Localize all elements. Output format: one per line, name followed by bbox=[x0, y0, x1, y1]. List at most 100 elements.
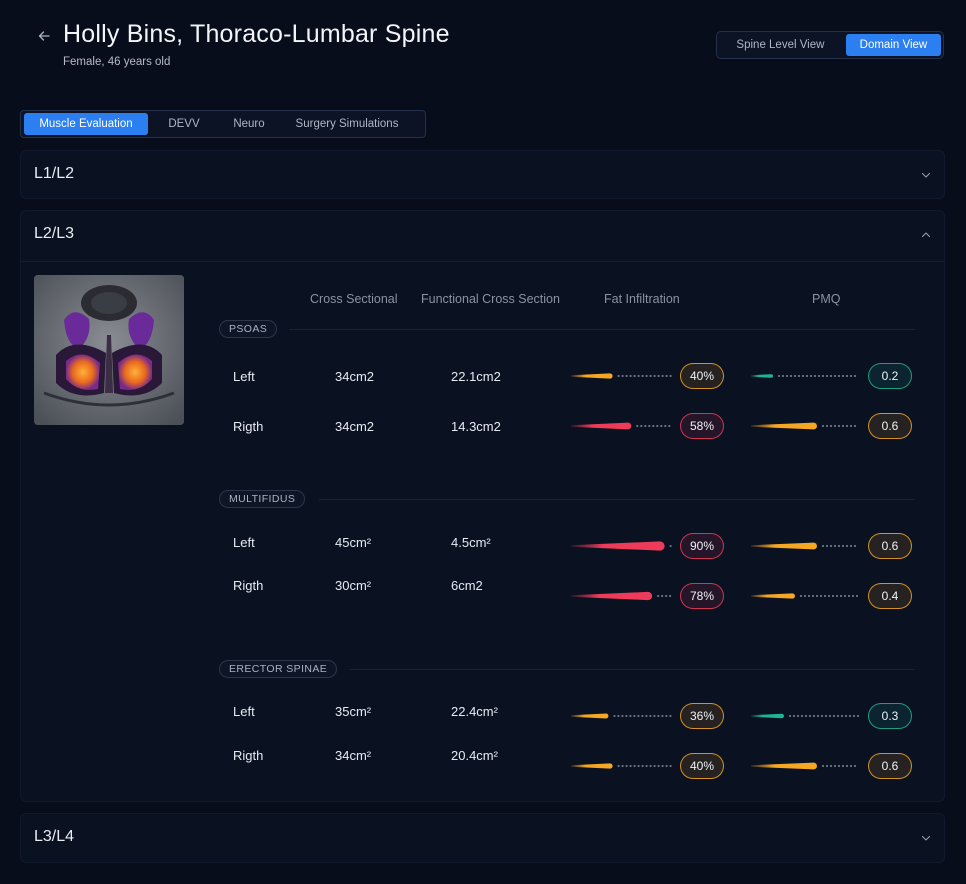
functional-cross-section-value: 14.3cm2 bbox=[451, 419, 501, 434]
bar-track-dot bbox=[665, 374, 668, 378]
level-header-l1-l2[interactable]: L1/L2 bbox=[21, 151, 944, 199]
view-toggle: Spine Level View Domain View bbox=[716, 31, 944, 59]
cross-sectional-value: 45cm² bbox=[335, 535, 372, 550]
cross-sectional-value: 35cm² bbox=[335, 704, 372, 719]
bar-track-dot bbox=[812, 714, 816, 718]
functional-cross-section-value: 22.4cm² bbox=[451, 704, 498, 719]
pmq-badge: 0.3 bbox=[868, 703, 912, 729]
bar-track-dot bbox=[653, 714, 656, 718]
bar-track-dot bbox=[625, 714, 628, 718]
bar-fill bbox=[751, 422, 817, 430]
level-label: L1/L2 bbox=[34, 165, 75, 182]
column-header-pmq: PMQ bbox=[812, 292, 841, 306]
group-label-erector-spinae: ERECTOR SPINAE bbox=[219, 660, 338, 678]
bar-fill bbox=[571, 591, 653, 601]
bar-track-dot bbox=[649, 714, 652, 718]
bar-track-dot bbox=[641, 374, 644, 378]
bar-track-dot bbox=[641, 764, 644, 768]
bar-fill bbox=[751, 542, 817, 550]
bar-track-dot bbox=[641, 714, 644, 718]
bar-track-dot bbox=[665, 594, 668, 598]
bar-track-dot bbox=[819, 594, 823, 598]
row-side-label: Rigth bbox=[233, 748, 264, 763]
bar-fill bbox=[751, 374, 773, 378]
bar-track-dot bbox=[796, 714, 800, 718]
domain-view-button[interactable]: Domain View bbox=[845, 34, 941, 56]
bar-track-dot bbox=[809, 374, 813, 378]
chevron-down-icon[interactable] bbox=[920, 832, 932, 844]
bar-track-dot bbox=[621, 764, 624, 768]
chevron-down-icon[interactable] bbox=[920, 169, 932, 181]
back-arrow-icon[interactable] bbox=[36, 28, 52, 44]
bar-track-dot bbox=[617, 714, 620, 718]
bar-fill bbox=[571, 422, 632, 430]
pmq-bar bbox=[751, 753, 861, 779]
bar-track-dot bbox=[856, 714, 860, 718]
bar-track-dot bbox=[777, 374, 781, 378]
cross-sectional-value: 34cm² bbox=[335, 748, 372, 763]
page-title: Holly Bins, Thoraco-Lumbar Spine bbox=[63, 20, 450, 48]
bar-track-dot bbox=[829, 764, 833, 768]
spine-level-view-button[interactable]: Spine Level View bbox=[736, 39, 825, 51]
bar-track-dot bbox=[669, 544, 672, 548]
bar-track-dot bbox=[664, 424, 667, 428]
bar-track-dot bbox=[821, 424, 825, 428]
pmq-bar bbox=[751, 363, 861, 389]
bar-track-dot bbox=[825, 374, 829, 378]
pmq-badge: 0.2 bbox=[868, 363, 912, 389]
bar-track-dot bbox=[841, 424, 845, 428]
level-body: Cross Sectional Functional Cross Section… bbox=[21, 261, 944, 801]
tab-muscle-evaluation[interactable]: Muscle Evaluation bbox=[24, 113, 148, 135]
bar-track-dot bbox=[845, 374, 849, 378]
bar-track-dot bbox=[813, 374, 817, 378]
tab-surgery-simulations[interactable]: Surgery Simulations bbox=[295, 118, 399, 130]
bar-track-dot bbox=[645, 714, 648, 718]
bar-track-dot bbox=[629, 714, 632, 718]
fat-infiltration-bar bbox=[571, 703, 675, 729]
pmq-badge: 0.4 bbox=[868, 583, 912, 609]
tab-devv[interactable]: DEVV bbox=[168, 118, 200, 130]
bar-track-dot bbox=[853, 764, 857, 768]
functional-cross-section-value: 4.5cm² bbox=[451, 535, 491, 550]
bar-track-dot bbox=[845, 764, 849, 768]
bar-track-dot bbox=[656, 424, 659, 428]
level-label: L3/L4 bbox=[34, 828, 75, 845]
fat-infiltration-bar bbox=[571, 753, 675, 779]
bar-track-dot bbox=[636, 424, 639, 428]
bar-track-dot bbox=[661, 764, 664, 768]
chevron-up-icon[interactable] bbox=[920, 229, 932, 241]
bar-track-dot bbox=[633, 374, 636, 378]
level-accordion-l1-l2: L1/L2 bbox=[20, 150, 945, 199]
column-header-cross-sectional: Cross Sectional bbox=[310, 292, 398, 306]
bar-track-dot bbox=[613, 714, 616, 718]
bar-track-dot bbox=[833, 764, 837, 768]
bar-track-dot bbox=[825, 544, 829, 548]
bar-track-dot bbox=[843, 594, 847, 598]
bar-track-dot bbox=[633, 714, 636, 718]
mri-scan-image[interactable] bbox=[34, 275, 184, 425]
bar-track-dot bbox=[835, 594, 839, 598]
bar-track-dot bbox=[805, 374, 809, 378]
bar-track-dot bbox=[832, 714, 836, 718]
tab-neuro[interactable]: Neuro bbox=[233, 118, 265, 130]
bar-track-dot bbox=[837, 764, 841, 768]
bar-track-dot bbox=[625, 764, 628, 768]
bar-track-dot bbox=[849, 424, 853, 428]
bar-track-dot bbox=[665, 714, 668, 718]
bar-track-dot bbox=[649, 374, 652, 378]
bar-track-dot bbox=[800, 714, 804, 718]
bar-track-dot bbox=[849, 374, 853, 378]
group-label-multifidus: MULTIFIDUS bbox=[219, 490, 306, 508]
bar-track-dot bbox=[836, 714, 840, 718]
bar-track-dot bbox=[808, 714, 812, 718]
bar-track-dot bbox=[792, 714, 796, 718]
bar-track-dot bbox=[637, 374, 640, 378]
level-header-l2-l3[interactable]: L2/L3 bbox=[21, 211, 944, 259]
bar-track-dot bbox=[829, 424, 833, 428]
bar-track-dot bbox=[801, 374, 805, 378]
bar-track-dot bbox=[657, 714, 660, 718]
level-accordion-l2-l3: L2/L3 bbox=[20, 210, 945, 802]
bar-track-dot bbox=[640, 424, 643, 428]
level-header-l3-l4[interactable]: L3/L4 bbox=[21, 814, 944, 862]
bar-track-dot bbox=[825, 424, 829, 428]
